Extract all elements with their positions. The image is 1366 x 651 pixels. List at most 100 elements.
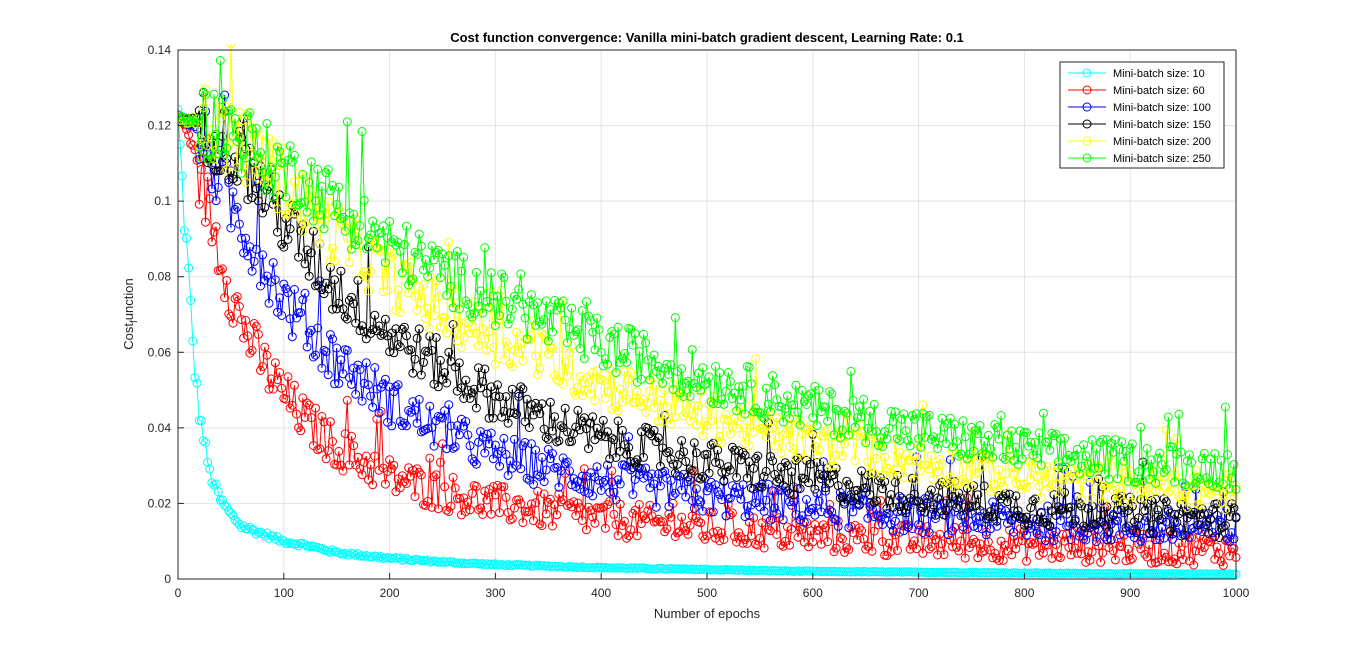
- data-point: [332, 200, 342, 209]
- data-point: [518, 299, 528, 309]
- data-point: [243, 524, 253, 534]
- data-point: [857, 466, 866, 476]
- data-point: [1144, 540, 1154, 550]
- data-point: [1007, 516, 1017, 525]
- data-point: [357, 127, 367, 136]
- data-point: [203, 154, 213, 164]
- data-point: [251, 244, 261, 254]
- data-point: [554, 436, 564, 446]
- data-point: [344, 208, 354, 218]
- data-point: [884, 423, 894, 433]
- data-point: [533, 370, 543, 380]
- data-point: [262, 271, 272, 281]
- data-point: [1106, 519, 1116, 529]
- data-point: [808, 431, 818, 440]
- data-point: [664, 370, 674, 379]
- data-point: [514, 284, 524, 294]
- data-point: [793, 407, 803, 417]
- data-point: [543, 561, 553, 571]
- data-point: [715, 459, 725, 469]
- data-point: [1009, 506, 1019, 516]
- data-point: [325, 330, 335, 340]
- data-point: [505, 313, 515, 323]
- data-point: [380, 314, 390, 324]
- data-point: [421, 501, 431, 510]
- data-point: [588, 512, 598, 522]
- data-point: [1087, 547, 1097, 557]
- data-point: [588, 491, 598, 501]
- data-point: [914, 496, 924, 506]
- data-point: [323, 446, 333, 456]
- chart-title: Cost function convergence: Vanilla mini-…: [450, 30, 964, 45]
- data-point: [1161, 425, 1171, 435]
- data-point: [516, 269, 526, 279]
- data-point: [304, 271, 314, 281]
- data-point: [844, 430, 854, 440]
- data-point: [463, 299, 473, 309]
- data-point: [742, 501, 752, 511]
- data-point: [662, 448, 672, 458]
- data-point: [655, 481, 665, 491]
- data-point: [592, 423, 602, 433]
- data-point: [1110, 555, 1120, 565]
- data-point: [264, 173, 274, 183]
- data-point: [789, 490, 799, 500]
- data-point: [410, 354, 420, 364]
- data-point: [518, 356, 528, 366]
- data-point: [448, 473, 458, 482]
- data-point: [196, 416, 206, 426]
- data-point: [222, 276, 232, 285]
- data-point: [719, 415, 729, 425]
- data-point: [1178, 569, 1188, 579]
- data-point: [772, 395, 782, 405]
- data-point: [916, 466, 926, 475]
- y-axis-label-subscript: f: [129, 320, 140, 323]
- data-point: [571, 562, 581, 572]
- data-point: [1214, 477, 1224, 487]
- data-point: [594, 325, 604, 335]
- data-point: [694, 495, 703, 505]
- data-point: [1214, 533, 1224, 542]
- data-point: [630, 505, 640, 515]
- data-point: [450, 251, 460, 261]
- data-point: [270, 534, 280, 544]
- data-point: [554, 298, 564, 308]
- data-point: [1066, 456, 1076, 466]
- data-point: [522, 334, 532, 344]
- data-point: [577, 306, 587, 316]
- data-point: [215, 56, 225, 65]
- data-point: [926, 567, 936, 577]
- data-point: [1187, 524, 1197, 534]
- data-point: [368, 402, 378, 412]
- legend-marker: [1082, 68, 1092, 78]
- data-point: [573, 405, 583, 415]
- data-point: [387, 252, 397, 262]
- data-point: [1038, 408, 1048, 418]
- data-point: [328, 181, 337, 190]
- data-point: [1079, 440, 1089, 450]
- data-point: [366, 460, 376, 470]
- data-point: [956, 493, 966, 503]
- data-point: [474, 301, 483, 311]
- data-point: [454, 430, 464, 440]
- legend-label: Mini-batch size: 150: [1113, 119, 1211, 131]
- data-point: [328, 437, 337, 446]
- data-point: [1151, 535, 1161, 545]
- data-point: [799, 397, 809, 406]
- data-point: [603, 387, 612, 397]
- data-point: [810, 484, 820, 494]
- data-point: [402, 421, 411, 431]
- data-point: [738, 381, 748, 391]
- data-point: [717, 394, 727, 404]
- data-point: [526, 439, 536, 449]
- data-point: [391, 382, 401, 391]
- data-point: [628, 463, 638, 473]
- data-point: [687, 345, 697, 355]
- data-point: [903, 501, 913, 511]
- data-point: [734, 382, 744, 392]
- data-point: [835, 433, 845, 443]
- data-point: [990, 548, 1000, 558]
- data-point: [1091, 476, 1101, 486]
- data-point: [986, 507, 995, 516]
- data-point: [412, 418, 422, 428]
